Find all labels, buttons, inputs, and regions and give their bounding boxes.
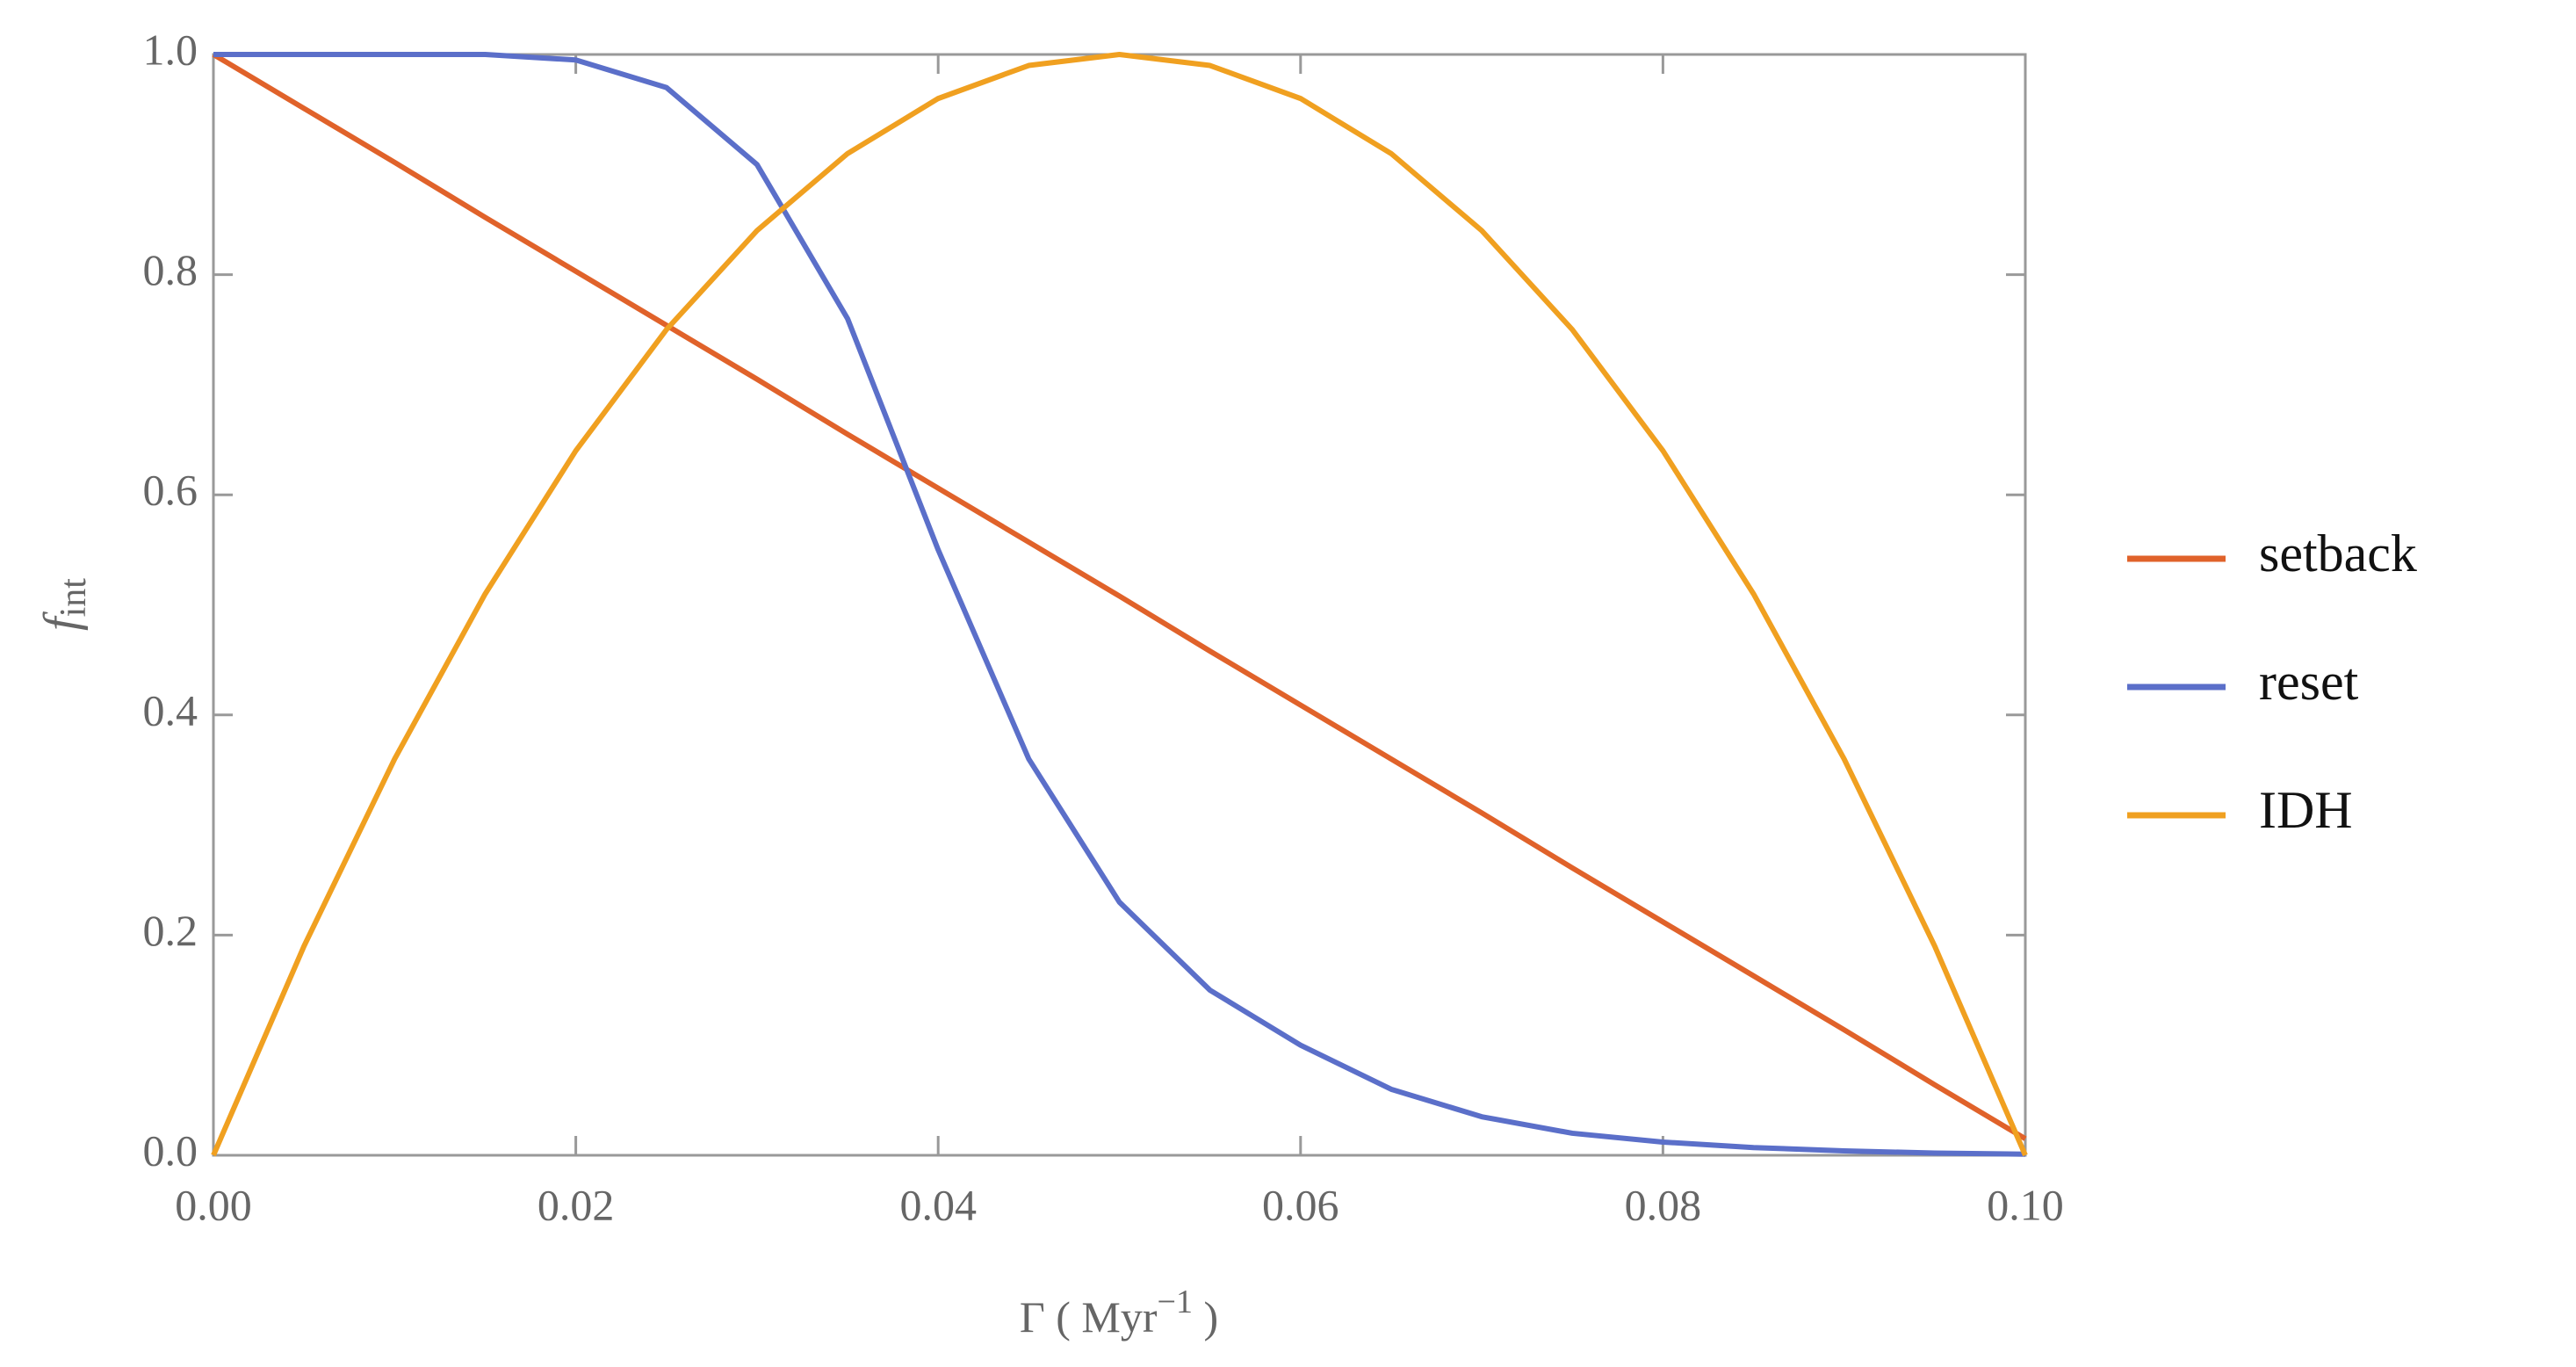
- y-tick-label: 0.2: [143, 906, 198, 955]
- y-tick-label: 0.8: [143, 245, 198, 294]
- x-tick-label: 0.04: [899, 1180, 977, 1229]
- y-label-sub: int: [54, 578, 94, 618]
- y-tick-label: 0.0: [143, 1125, 198, 1175]
- legend-label: reset: [2259, 653, 2359, 711]
- x-label-end: ): [1193, 1292, 1218, 1342]
- x-label-text: Γ ( Myr: [1020, 1292, 1158, 1342]
- series-line: [211, 52, 2028, 1157]
- legend-label: IDH: [2259, 781, 2353, 839]
- x-tick-label: 0.08: [1625, 1180, 1702, 1229]
- x-tick-label: 0.02: [538, 1180, 615, 1229]
- x-tick-label: 0.10: [1987, 1180, 2064, 1229]
- series-line: [212, 52, 2027, 1141]
- series-line: [213, 52, 2026, 1157]
- y-tick-label: 0.4: [143, 685, 198, 734]
- x-label-sup: −1: [1158, 1284, 1193, 1320]
- legend-label: setback: [2259, 524, 2417, 582]
- x-tick-label: 0.00: [175, 1180, 252, 1229]
- x-tick-label: 0.06: [1262, 1180, 1339, 1229]
- y-axis-label: fint: [34, 578, 94, 631]
- x-axis-label: Γ ( Myr−1 ): [1020, 1284, 1218, 1342]
- y-tick-label: 0.6: [143, 466, 198, 515]
- y-tick-label: 1.0: [143, 25, 198, 74]
